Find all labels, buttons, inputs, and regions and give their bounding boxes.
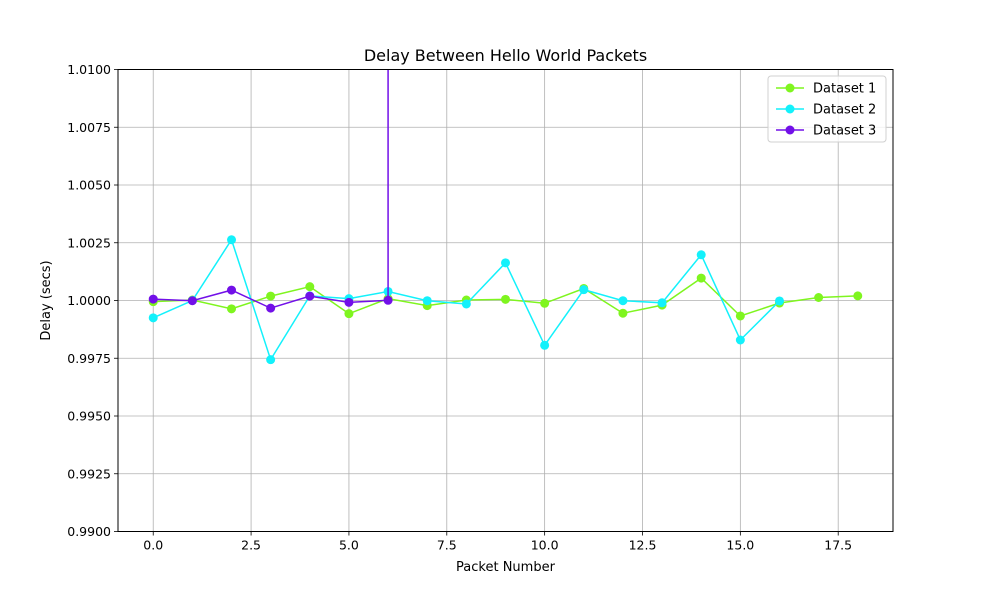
data-point xyxy=(227,304,237,314)
data-point xyxy=(227,235,237,245)
data-point xyxy=(501,258,510,268)
y-tick-label: 1.0000 xyxy=(67,293,111,308)
data-point xyxy=(305,282,315,292)
legend-marker xyxy=(785,104,795,114)
ticks: 0.0 2.5 5.0 7.5 10.0 12.5 15.0 17.5 0.9900 0.9925… xyxy=(67,62,852,553)
legend-marker xyxy=(785,83,795,93)
chart-title: Delay Between Hello World Packets xyxy=(364,46,647,65)
data-point xyxy=(696,250,706,260)
y-tick-label: 1.0025 xyxy=(67,235,111,250)
series-layer xyxy=(148,69,863,365)
x-tick-label: 12.5 xyxy=(629,538,657,553)
data-point xyxy=(344,297,354,307)
x-tick-label: 5.0 xyxy=(339,538,359,553)
y-tick-label: 0.9900 xyxy=(67,524,111,539)
data-point xyxy=(735,311,745,321)
data-point xyxy=(148,294,158,304)
data-point xyxy=(422,296,432,306)
series-line-3 xyxy=(153,69,389,309)
data-point xyxy=(266,355,276,365)
data-point xyxy=(461,299,471,309)
x-tick-label: 0.0 xyxy=(143,538,163,553)
y-tick-label: 0.9925 xyxy=(67,466,111,481)
legend-label: Dataset 2 xyxy=(813,103,876,118)
data-point xyxy=(266,303,276,313)
legend: Dataset 1 Dataset 2 Dataset 3 xyxy=(767,75,887,143)
data-point xyxy=(227,285,237,295)
data-point xyxy=(344,309,354,319)
x-tick-label: 7.5 xyxy=(437,538,457,553)
x-axis-title: Packet Number xyxy=(456,560,556,575)
y-tick-label: 1.0075 xyxy=(67,120,111,135)
data-point xyxy=(305,291,315,301)
data-point xyxy=(853,291,863,301)
y-tick-label: 1.0050 xyxy=(67,178,111,193)
legend-box xyxy=(767,75,887,143)
data-point xyxy=(266,291,276,301)
data-point xyxy=(696,273,706,283)
data-point xyxy=(383,295,393,305)
data-point xyxy=(148,313,158,323)
y-tick-label: 1.0100 xyxy=(67,62,111,77)
data-point xyxy=(540,298,550,308)
x-tick-label: 10.0 xyxy=(531,538,559,553)
legend-marker xyxy=(785,125,795,135)
data-point xyxy=(187,296,197,306)
data-point xyxy=(501,294,510,304)
y-axis-title: Delay (secs) xyxy=(39,260,54,340)
legend-label: Dataset 1 xyxy=(813,82,876,97)
x-tick-label: 2.5 xyxy=(241,538,261,553)
data-point xyxy=(618,296,628,306)
data-point xyxy=(657,298,667,308)
x-tick-label: 17.5 xyxy=(824,538,852,553)
data-point xyxy=(814,293,824,302)
x-tick-label: 15.0 xyxy=(726,538,754,553)
data-point xyxy=(540,340,550,350)
data-point xyxy=(618,308,628,318)
data-point xyxy=(735,335,745,345)
y-tick-label: 0.9950 xyxy=(67,409,111,424)
y-tick-label: 0.9975 xyxy=(67,351,111,366)
legend-label: Dataset 3 xyxy=(813,124,876,139)
data-point xyxy=(774,296,784,306)
data-point xyxy=(579,285,589,295)
